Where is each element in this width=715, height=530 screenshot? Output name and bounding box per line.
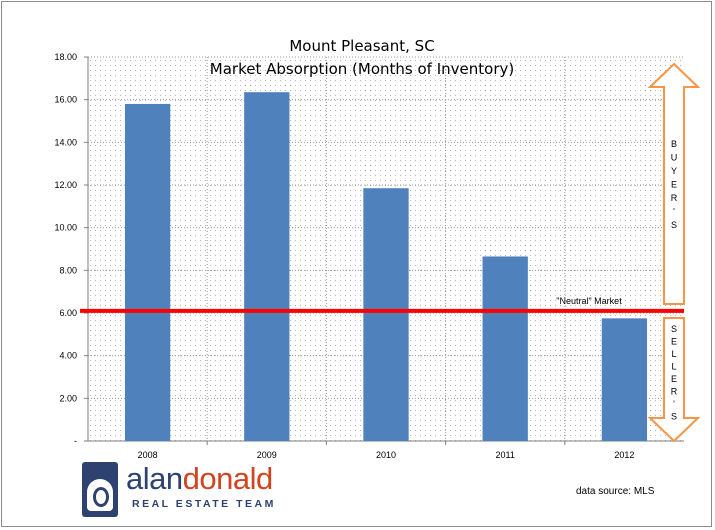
y-tick-label: 8.00	[59, 265, 77, 275]
bar-2009	[244, 92, 290, 441]
chart-title: Mount Pleasant, SC	[289, 37, 434, 55]
y-tick-label: 16.00	[54, 95, 77, 105]
y-tick-label: 18.00	[54, 52, 77, 62]
bar-2010	[363, 188, 409, 441]
sellers-label: S E L L E R ' S	[671, 324, 678, 422]
x-tick-label: 2011	[496, 450, 515, 460]
logo-tagline: REAL ESTATE TEAM	[132, 498, 276, 510]
neutral-market-label: "Neutral" Market	[556, 296, 622, 306]
sellers-arrow	[647, 317, 701, 443]
y-tick-label: 2.00	[59, 393, 77, 403]
y-tick-label: 12.00	[54, 180, 77, 190]
alan-donald-logo: alandonald REAL ESTATE TEAM	[82, 462, 304, 518]
chart-subtitle: Market Absorption (Months of Inventory)	[210, 60, 514, 78]
buyers-label: B U Y E R ' S	[671, 139, 678, 230]
y-tick-label: 4.00	[59, 351, 77, 361]
logo-name: alandonald	[126, 462, 273, 496]
bar-2008	[124, 103, 171, 441]
y-tick-label: 6.00	[59, 308, 77, 318]
data-source: data source: MLS	[576, 486, 655, 497]
buyers-arrow	[647, 62, 701, 305]
logo-name-part1: alan	[126, 461, 183, 496]
x-tick-label: 2012	[614, 450, 634, 460]
logo-name-part2: donald	[182, 461, 274, 496]
logo-badge-icon	[82, 462, 118, 517]
y-tick-label: 10.00	[54, 223, 77, 233]
x-tick-label: 2009	[257, 450, 277, 460]
y-tick-label: -	[74, 436, 77, 446]
y-tick-label: 14.00	[54, 137, 77, 147]
x-tick-label: 2010	[376, 450, 396, 460]
x-tick-label: 2008	[138, 450, 158, 460]
bar-2012	[601, 318, 648, 441]
bar-2011	[482, 256, 528, 441]
